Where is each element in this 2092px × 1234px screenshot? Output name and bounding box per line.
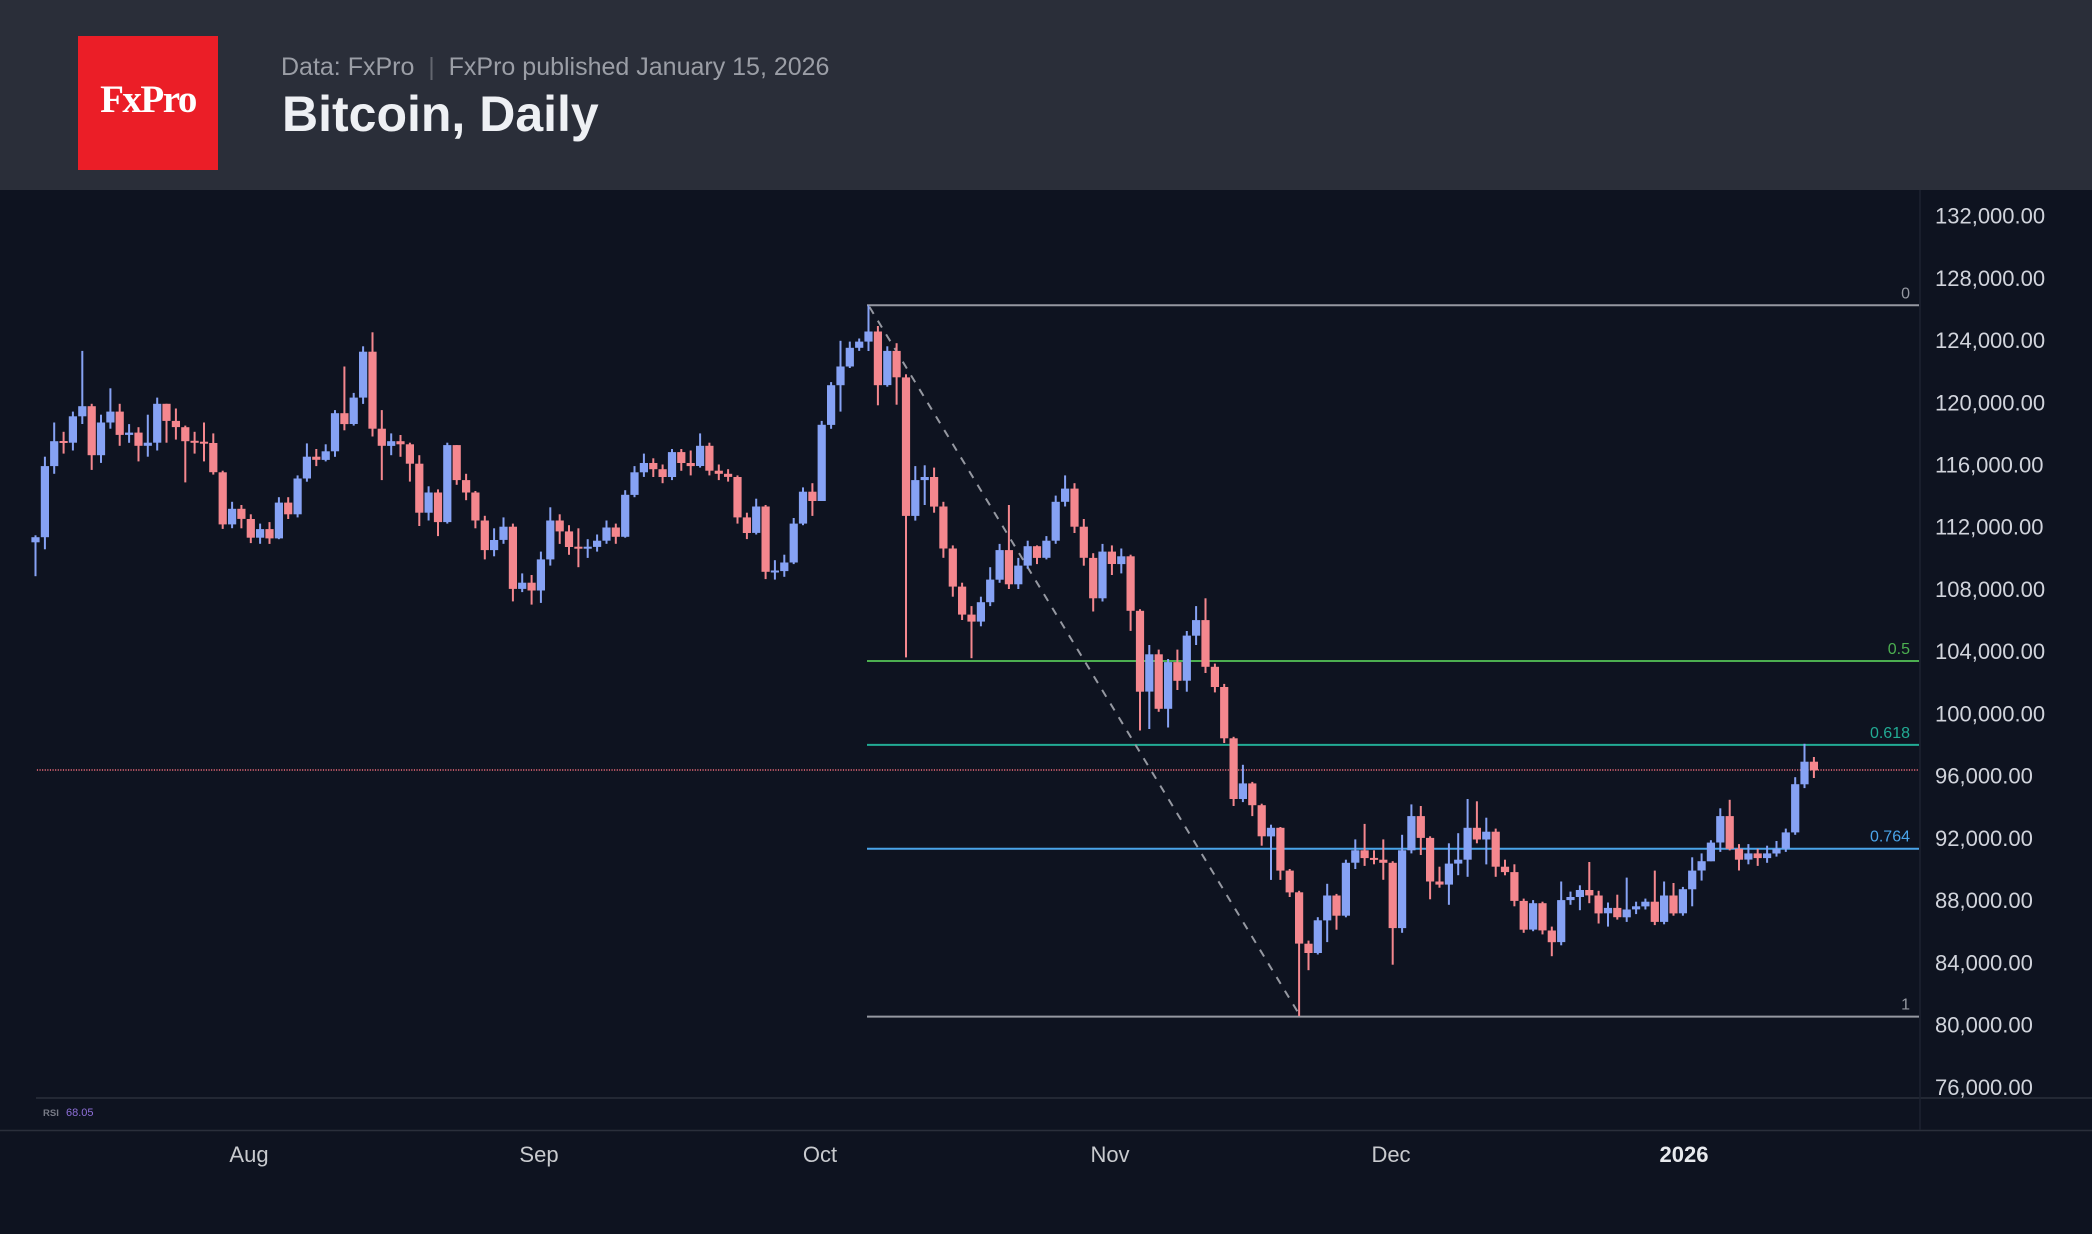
- svg-text:128,000.00: 128,000.00: [1935, 266, 2045, 291]
- svg-text:0: 0: [1901, 285, 1910, 302]
- svg-text:124,000.00: 124,000.00: [1935, 328, 2045, 353]
- svg-text:1: 1: [1901, 997, 1910, 1014]
- svg-text:88,000.00: 88,000.00: [1935, 888, 2033, 913]
- svg-text:120,000.00: 120,000.00: [1935, 390, 2045, 415]
- svg-text:Bitcoin, Daily: Bitcoin, Daily: [282, 86, 599, 142]
- svg-text:Oct: Oct: [803, 1142, 837, 1167]
- svg-text:FxPro: FxPro: [100, 78, 197, 121]
- svg-text:92,000.00: 92,000.00: [1935, 826, 2033, 851]
- svg-text:0.618: 0.618: [1870, 725, 1910, 742]
- svg-text:116,000.00: 116,000.00: [1935, 453, 2043, 478]
- svg-text:Nov: Nov: [1090, 1142, 1129, 1167]
- svg-text:112,000.00: 112,000.00: [1935, 515, 2043, 540]
- svg-text:0.764: 0.764: [1870, 829, 1910, 846]
- svg-text:0.5: 0.5: [1888, 641, 1910, 658]
- svg-text:100,000.00: 100,000.00: [1935, 701, 2045, 726]
- svg-text:2026: 2026: [1660, 1142, 1709, 1167]
- svg-text:108,000.00: 108,000.00: [1935, 577, 2045, 602]
- svg-text:80,000.00: 80,000.00: [1935, 1013, 2033, 1038]
- svg-text:Aug: Aug: [229, 1142, 268, 1167]
- svg-text:96,000.00: 96,000.00: [1935, 764, 2033, 789]
- svg-text:76,000.00: 76,000.00: [1935, 1075, 2033, 1100]
- svg-text:Sep: Sep: [519, 1142, 558, 1167]
- svg-text:Dec: Dec: [1371, 1142, 1410, 1167]
- svg-text:104,000.00: 104,000.00: [1935, 639, 2045, 664]
- svg-text:68.05: 68.05: [66, 1107, 94, 1119]
- svg-text:132,000.00: 132,000.00: [1935, 204, 2045, 229]
- svg-text:RSI: RSI: [43, 1108, 59, 1119]
- svg-text:84,000.00: 84,000.00: [1935, 950, 2033, 975]
- svg-text:Data: FxPro | FxPro publishe: Data: FxPro | FxPro published January 15…: [281, 53, 829, 81]
